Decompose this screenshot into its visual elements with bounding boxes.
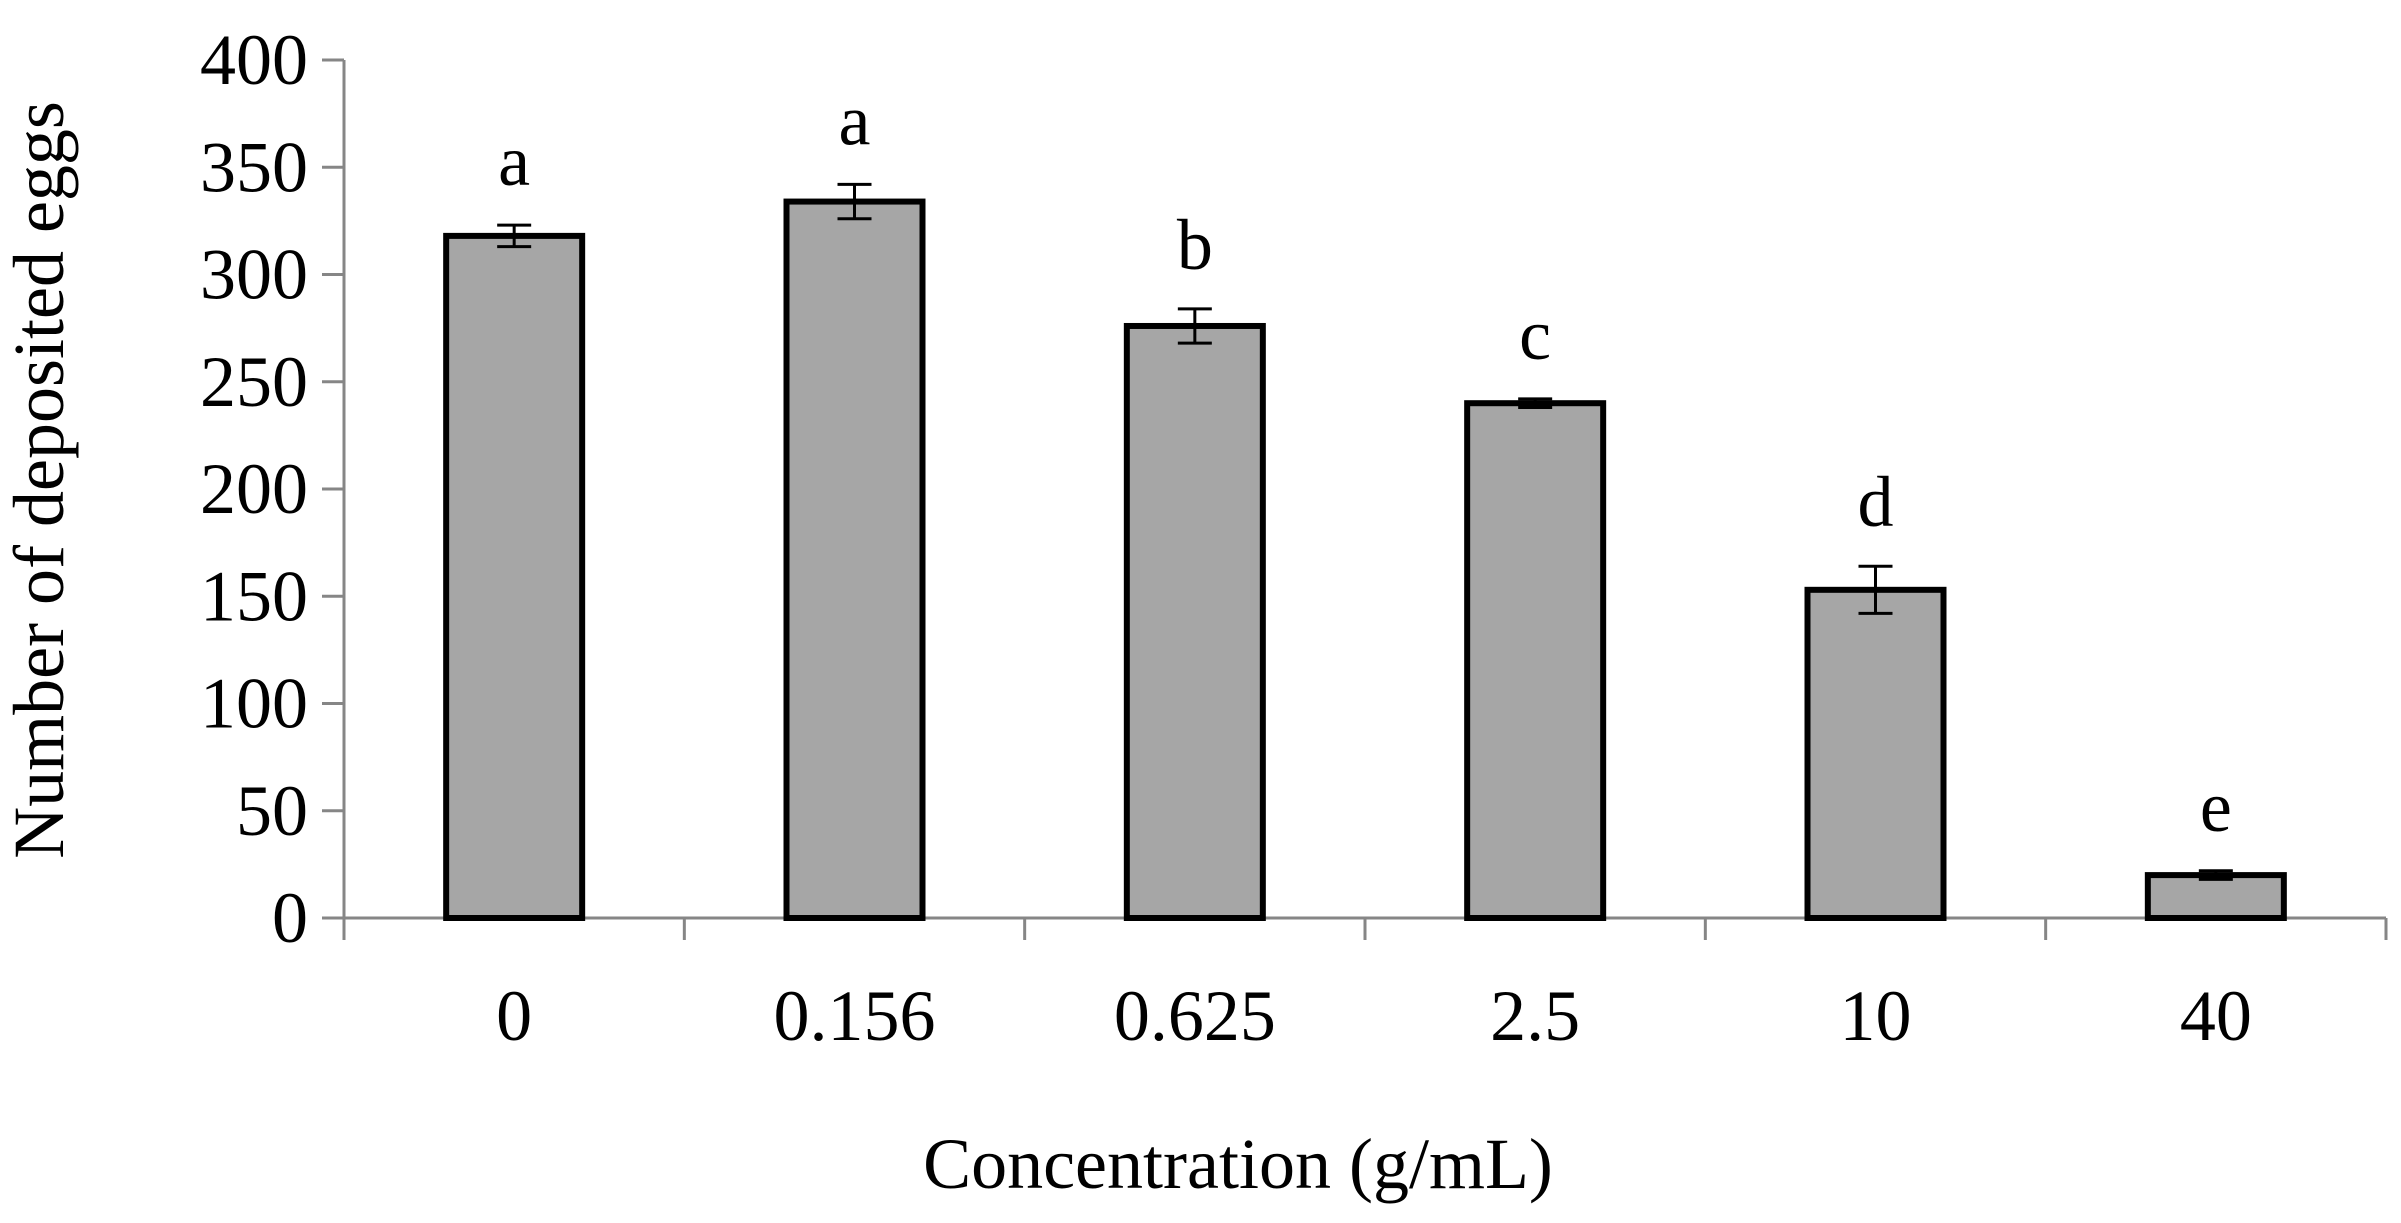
- y-tick-label: 400: [200, 20, 308, 100]
- y-axis-title: Number of deposited eggs: [0, 101, 79, 859]
- significance-labels: a a b c d e: [498, 80, 2232, 846]
- x-axis: 0 0.156 0.625 2.5 10 40: [342, 916, 2388, 1056]
- bar-series: [443, 198, 2287, 922]
- x-tick-label: 2.5: [1490, 976, 1580, 1056]
- significance-letter: d: [1858, 462, 1894, 542]
- y-tick-label: 350: [200, 127, 308, 207]
- bar: [783, 198, 926, 921]
- bar: [1123, 322, 1266, 922]
- y-tick-label: 200: [200, 449, 308, 529]
- y-tick-label: 100: [200, 664, 308, 744]
- significance-letter: a: [498, 121, 530, 201]
- x-tick-label: 10: [1840, 976, 1912, 1056]
- y-tick-label: 50: [236, 771, 308, 851]
- y-tick-label: 250: [200, 342, 308, 422]
- y-tick-label: 0: [272, 878, 308, 958]
- significance-letter: a: [839, 80, 871, 160]
- error-bars: [497, 182, 2233, 881]
- bar: [1464, 400, 1607, 921]
- significance-letter: b: [1177, 205, 1213, 285]
- y-axis: 0 50 100 150 200 250 300 350 400: [200, 20, 346, 958]
- x-tick-label: 0: [496, 976, 532, 1056]
- x-tick-label: 0.625: [1114, 976, 1276, 1056]
- significance-letter: c: [1519, 295, 1551, 375]
- x-tick-label: 0.156: [774, 976, 936, 1056]
- x-tick-label: 40: [2180, 976, 2252, 1056]
- bar: [1804, 586, 1947, 921]
- bar: [443, 232, 586, 921]
- bar: [2144, 872, 2287, 921]
- y-tick-label: 150: [200, 556, 308, 636]
- y-tick-label: 300: [200, 235, 308, 315]
- x-axis-title: Concentration (g/mL): [923, 1124, 1553, 1204]
- significance-letter: e: [2200, 767, 2232, 847]
